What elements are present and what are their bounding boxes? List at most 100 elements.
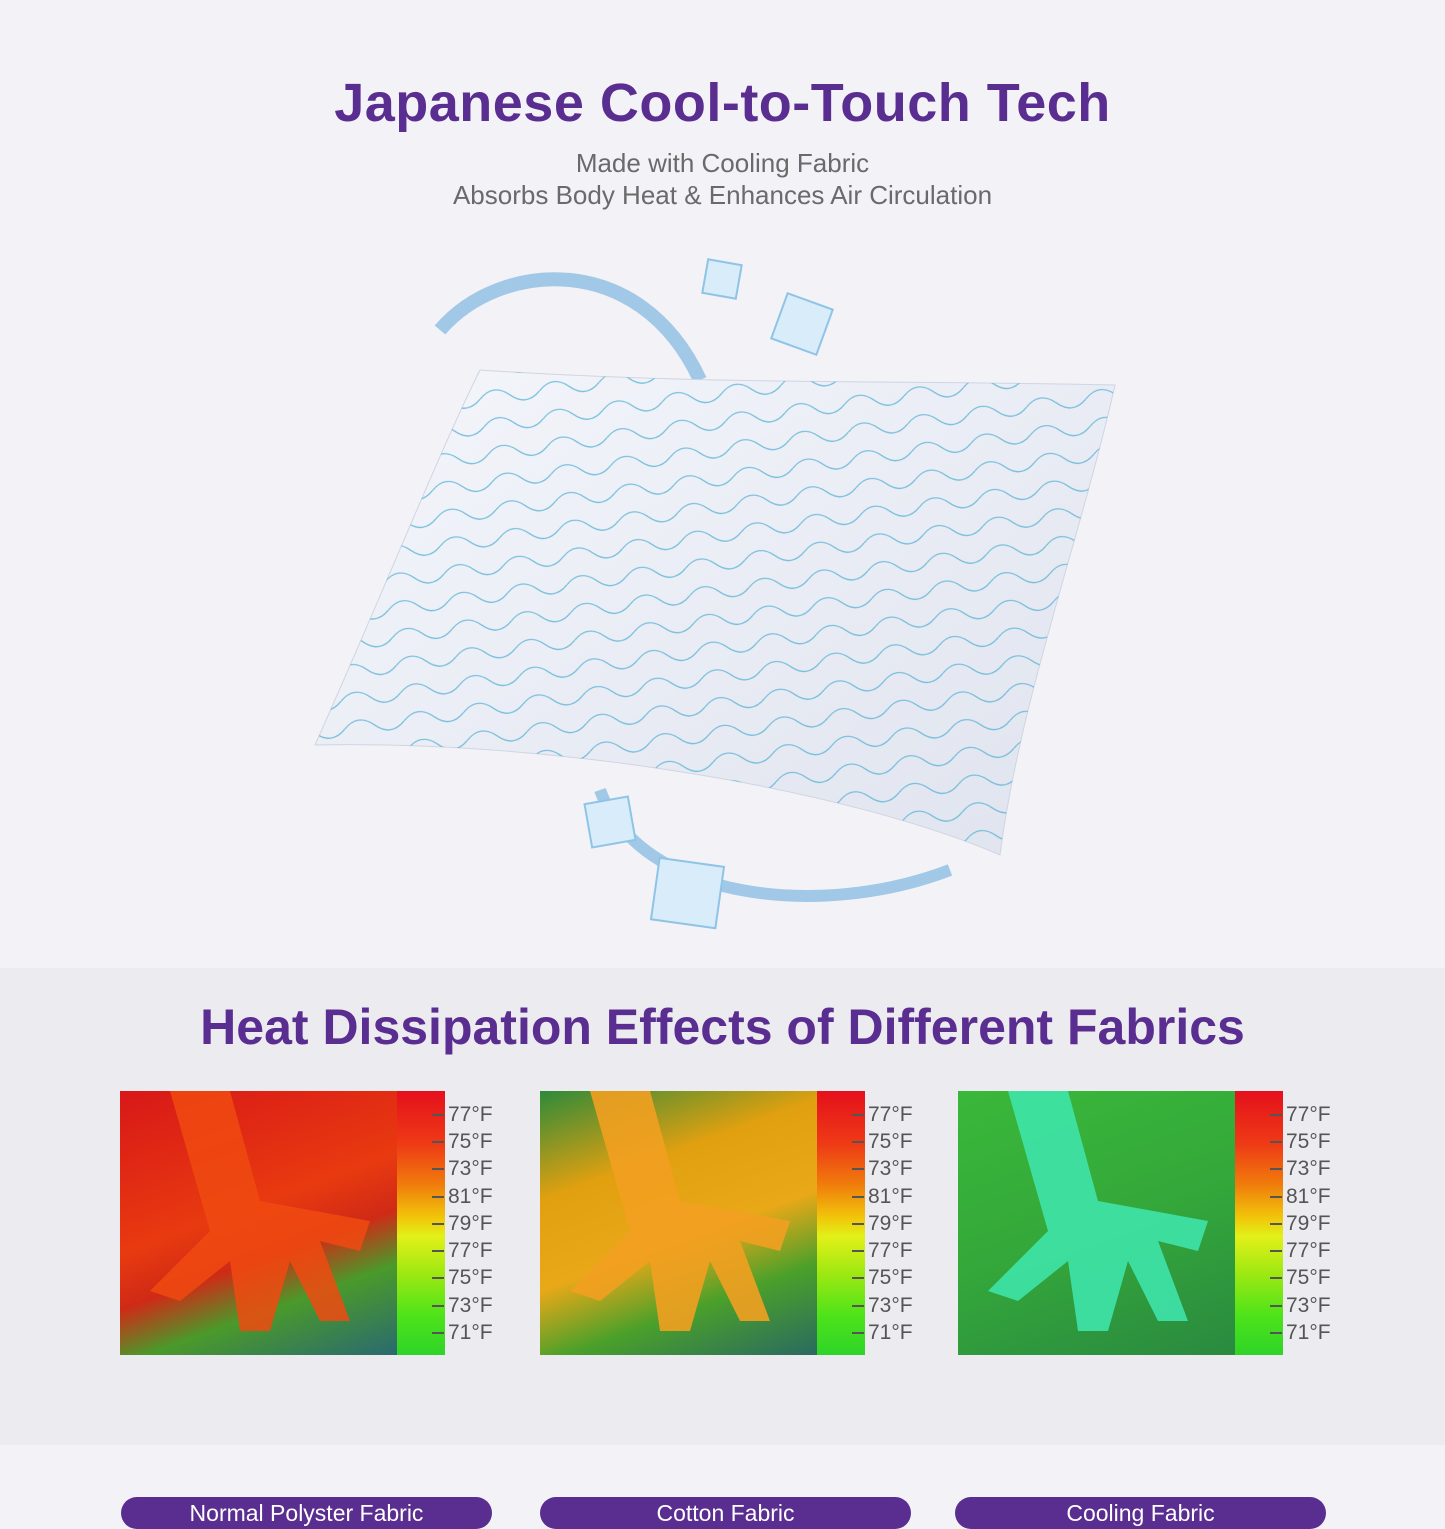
tick-mark (1270, 1304, 1282, 1307)
tick-mark (1270, 1222, 1282, 1225)
scale-tick: 77°F (432, 1101, 493, 1128)
scale-tick: 71°F (852, 1319, 913, 1346)
scale-tick: 81°F (1270, 1183, 1331, 1210)
thermal-panel-cotton: 77°F 75°F 73°F 81°F 79°F 77°F 75°F 73°F 71°F Cot… (540, 1091, 930, 1529)
tick-mark (432, 1304, 444, 1307)
scale-tick: 77°F (1270, 1101, 1331, 1128)
tick-mark (1270, 1140, 1282, 1143)
scale-tick: 77°F (852, 1237, 913, 1264)
tick-mark (432, 1277, 444, 1280)
tick-label: 75°F (448, 1129, 493, 1153)
tick-mark (852, 1304, 864, 1307)
scale-tick: 73°F (1270, 1292, 1331, 1319)
tick-label: 77°F (448, 1102, 493, 1126)
panel-label: Cooling Fabric (955, 1497, 1326, 1529)
tick-mark (852, 1332, 864, 1335)
scale-tick: 75°F (1270, 1128, 1331, 1155)
scale-tick: 75°F (852, 1265, 913, 1292)
tick-label: 77°F (868, 1239, 913, 1263)
tick-mark (432, 1113, 444, 1116)
section-title: Heat Dissipation Effects of Different Fa… (200, 999, 1245, 1055)
thermal-image-warm (540, 1091, 817, 1355)
tick-mark (852, 1250, 864, 1253)
scale-tick: 75°F (432, 1265, 493, 1292)
scale-tick: 81°F (432, 1183, 493, 1210)
thermal-image-hot (120, 1091, 397, 1355)
tick-mark (852, 1113, 864, 1116)
tick-mark (432, 1222, 444, 1225)
tick-label: 73°F (1286, 1293, 1331, 1317)
subtitle-line-2: Absorbs Body Heat & Enhances Air Circula… (452, 180, 993, 210)
tick-label: 79°F (448, 1211, 493, 1235)
tick-label: 75°F (868, 1266, 913, 1290)
scale-tick: 71°F (1270, 1319, 1331, 1346)
tick-label: 81°F (1286, 1184, 1331, 1208)
tick-mark (1270, 1113, 1282, 1116)
temperature-scale: 77°F 75°F 73°F 81°F 79°F 77°F 75°F 73°F 71°F (1270, 1101, 1331, 1347)
scale-tick: 79°F (1270, 1210, 1331, 1237)
tick-label: 71°F (868, 1321, 913, 1345)
scale-tick: 75°F (1270, 1265, 1331, 1292)
scale-tick: 75°F (852, 1128, 913, 1155)
tick-mark (1270, 1168, 1282, 1171)
tick-label: 77°F (1286, 1239, 1331, 1263)
scale-tick: 79°F (432, 1210, 493, 1237)
scale-tick: 75°F (432, 1128, 493, 1155)
page-title: Japanese Cool-to-Touch Tech (334, 73, 1111, 133)
tick-label: 79°F (868, 1211, 913, 1235)
scale-tick: 81°F (852, 1183, 913, 1210)
tick-mark (1270, 1250, 1282, 1253)
tick-mark (852, 1168, 864, 1171)
scale-tick: 71°F (432, 1319, 493, 1346)
tick-mark (852, 1140, 864, 1143)
thermal-panel-polyester: 77°F 75°F 73°F 81°F 79°F 77°F 75°F 73°F 71°F Nor… (120, 1091, 510, 1529)
tick-label: 75°F (868, 1129, 913, 1153)
tick-mark (852, 1222, 864, 1225)
tick-mark (1270, 1277, 1282, 1280)
tick-label: 75°F (1286, 1266, 1331, 1290)
tick-label: 73°F (448, 1157, 493, 1181)
tick-mark (432, 1250, 444, 1253)
tick-label: 79°F (1286, 1211, 1331, 1235)
tick-label: 77°F (868, 1102, 913, 1126)
tick-label: 73°F (868, 1293, 913, 1317)
panel-label: Cotton Fabric (540, 1497, 911, 1529)
scale-tick: 73°F (852, 1156, 913, 1183)
fabric-comparison-section: Heat Dissipation Effects of Different Fa… (0, 968, 1445, 1529)
tick-mark (1270, 1195, 1282, 1198)
cooling-pillow-image (314, 258, 1116, 930)
tick-label: 77°F (1286, 1102, 1331, 1126)
thermal-panel-cooling: 77°F 75°F 73°F 81°F 79°F 77°F 75°F 73°F 71°F Coo… (955, 1091, 1348, 1529)
tick-mark (852, 1195, 864, 1198)
ice-cube-icons (583, 258, 835, 930)
scale-tick: 73°F (432, 1156, 493, 1183)
scale-tick: 73°F (432, 1292, 493, 1319)
tick-label: 81°F (868, 1184, 913, 1208)
tick-label: 73°F (868, 1157, 913, 1181)
scale-tick: 77°F (432, 1237, 493, 1264)
temperature-scale: 77°F 75°F 73°F 81°F 79°F 77°F 75°F 73°F 71°F (852, 1101, 913, 1347)
tick-mark (432, 1195, 444, 1198)
tick-label: 73°F (1286, 1157, 1331, 1181)
scale-tick: 73°F (852, 1292, 913, 1319)
tick-label: 75°F (1286, 1129, 1331, 1153)
tick-mark (432, 1140, 444, 1143)
tick-mark (432, 1168, 444, 1171)
subtitle-line-1: Made with Cooling Fabric (575, 148, 870, 178)
tick-label: 81°F (448, 1184, 493, 1208)
scale-tick: 77°F (852, 1101, 913, 1128)
panel-label: Normal Polyster Fabric (121, 1497, 492, 1529)
tick-label: 71°F (1286, 1321, 1331, 1345)
scale-tick: 79°F (852, 1210, 913, 1237)
scale-tick: 77°F (1270, 1237, 1331, 1264)
tick-mark (432, 1332, 444, 1335)
thermal-image-cool (958, 1091, 1235, 1355)
temperature-scale: 77°F 75°F 73°F 81°F 79°F 77°F 75°F 73°F 71°F (432, 1101, 493, 1347)
tick-label: 71°F (448, 1321, 493, 1345)
tick-label: 75°F (448, 1266, 493, 1290)
water-splash-top (434, 272, 707, 383)
tick-mark (1270, 1332, 1282, 1335)
tick-mark (852, 1277, 864, 1280)
tick-label: 77°F (448, 1239, 493, 1263)
tick-label: 73°F (448, 1293, 493, 1317)
